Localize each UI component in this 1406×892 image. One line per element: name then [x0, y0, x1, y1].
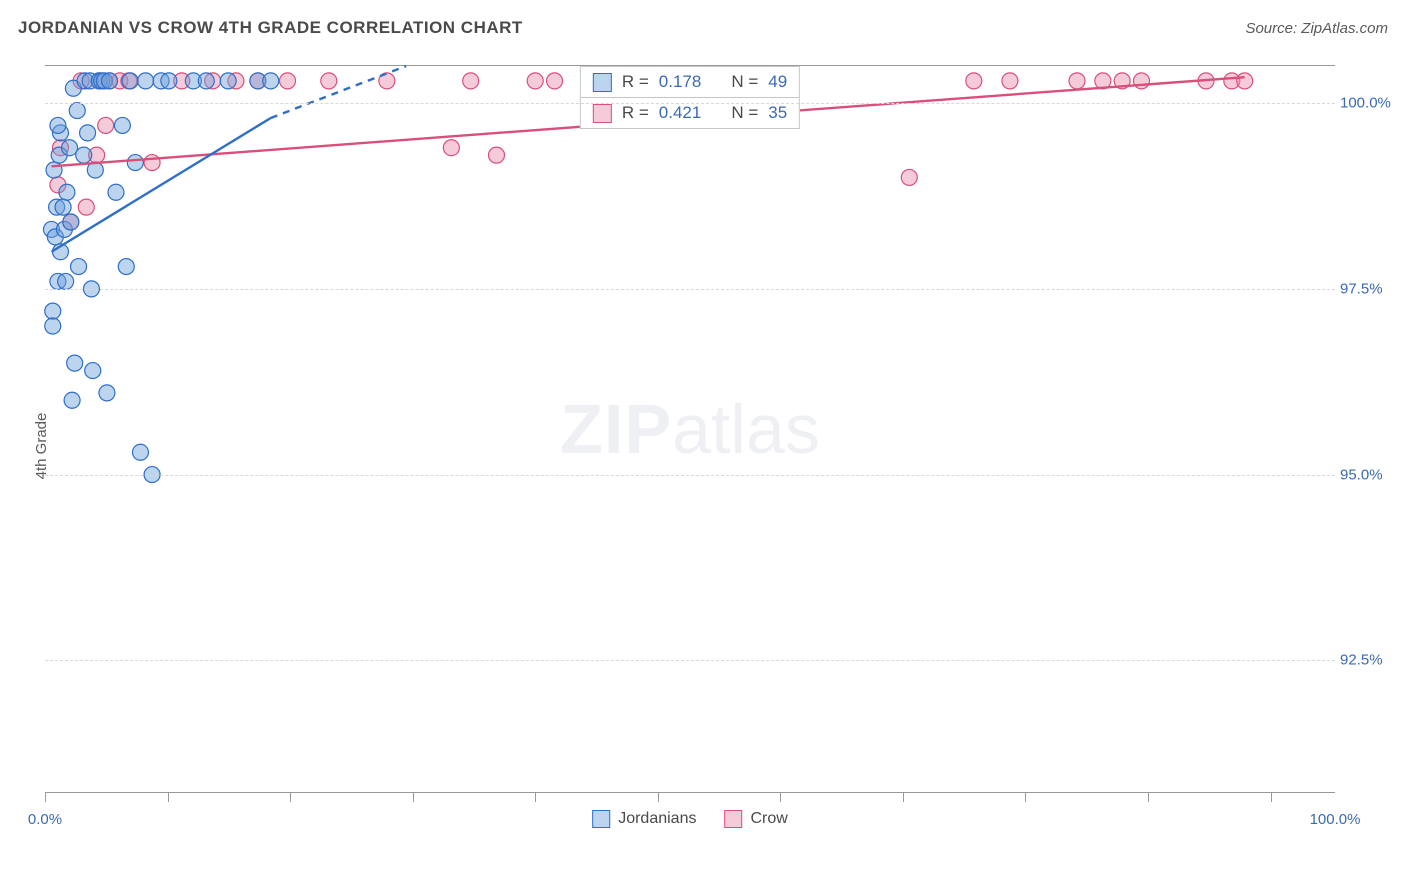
legend: Jordanians Crow: [592, 810, 788, 828]
data-point: [78, 199, 94, 215]
data-point: [69, 103, 85, 119]
x-tick: [1271, 792, 1272, 802]
data-point: [280, 73, 296, 89]
stats-n-label-b: N =: [731, 103, 758, 123]
data-point: [489, 147, 505, 163]
data-point: [67, 355, 83, 371]
stats-n-value-b: 35: [768, 103, 787, 123]
data-point: [1069, 73, 1085, 89]
plot-svg: [45, 66, 1335, 792]
legend-label-b: Crow: [750, 810, 787, 828]
legend-item-a: Jordanians: [592, 810, 696, 828]
legend-item-b: Crow: [724, 810, 787, 828]
data-point: [50, 117, 66, 133]
data-point: [76, 147, 92, 163]
data-point: [118, 259, 134, 275]
x-tick: [413, 792, 414, 802]
data-point: [161, 73, 177, 89]
data-point: [1237, 73, 1253, 89]
data-point: [62, 140, 78, 156]
data-point: [220, 73, 236, 89]
x-tick: [535, 792, 536, 802]
y-tick-label: 100.0%: [1340, 95, 1395, 112]
data-point: [321, 73, 337, 89]
data-point: [463, 73, 479, 89]
gridline-h: [45, 289, 1335, 290]
data-point: [263, 73, 279, 89]
source-label: Source: ZipAtlas.com: [1245, 20, 1388, 37]
data-point: [71, 259, 87, 275]
stats-n-label-a: N =: [731, 72, 758, 92]
chart-title: JORDANIAN VS CROW 4TH GRADE CORRELATION …: [18, 18, 523, 38]
data-point: [59, 184, 75, 200]
x-tick: [780, 792, 781, 802]
stats-r-value-b: 0.421: [659, 103, 702, 123]
data-point: [966, 73, 982, 89]
data-point: [127, 155, 143, 171]
y-tick-label: 92.5%: [1340, 652, 1395, 669]
data-point: [85, 363, 101, 379]
data-point: [443, 140, 459, 156]
data-point: [108, 184, 124, 200]
stats-row-a: R = 0.178 N = 49: [580, 66, 800, 98]
data-point: [198, 73, 214, 89]
data-point: [64, 392, 80, 408]
x-tick: [903, 792, 904, 802]
data-point: [58, 273, 74, 289]
stats-swatch-b: [593, 104, 612, 123]
data-point: [102, 73, 118, 89]
data-point: [114, 117, 130, 133]
data-point: [98, 117, 114, 133]
data-point: [55, 199, 71, 215]
x-tick: [658, 792, 659, 802]
x-tick: [45, 792, 46, 802]
y-tick-label: 95.0%: [1340, 466, 1395, 483]
stats-r-label-a: R =: [622, 72, 649, 92]
data-point: [99, 385, 115, 401]
legend-label-a: Jordanians: [618, 810, 696, 828]
x-tick: [1148, 792, 1149, 802]
data-point: [901, 169, 917, 185]
x-tick-label: 100.0%: [1310, 811, 1361, 828]
x-tick-label: 0.0%: [28, 811, 62, 828]
gridline-h: [45, 660, 1335, 661]
data-point: [527, 73, 543, 89]
stats-r-value-a: 0.178: [659, 72, 702, 92]
gridline-h: [45, 103, 1335, 104]
data-point: [132, 444, 148, 460]
chart-plot-area: ZIPatlas R = 0.178 N = 49 R = 0.421 N = …: [45, 65, 1335, 793]
stats-swatch-a: [593, 73, 612, 92]
data-point: [138, 73, 154, 89]
data-point: [45, 318, 61, 334]
stats-box: R = 0.178 N = 49 R = 0.421 N = 35: [580, 66, 800, 129]
x-tick: [168, 792, 169, 802]
data-point: [63, 214, 79, 230]
gridline-h: [45, 475, 1335, 476]
data-point: [547, 73, 563, 89]
data-point: [122, 73, 138, 89]
stats-n-value-a: 49: [768, 72, 787, 92]
x-tick: [290, 792, 291, 802]
data-point: [80, 125, 96, 141]
legend-swatch-b: [724, 810, 742, 828]
data-point: [1002, 73, 1018, 89]
data-point: [46, 162, 62, 178]
y-tick-label: 97.5%: [1340, 280, 1395, 297]
legend-swatch-a: [592, 810, 610, 828]
x-tick: [1025, 792, 1026, 802]
stats-r-label-b: R =: [622, 103, 649, 123]
data-point: [144, 155, 160, 171]
data-point: [45, 303, 61, 319]
